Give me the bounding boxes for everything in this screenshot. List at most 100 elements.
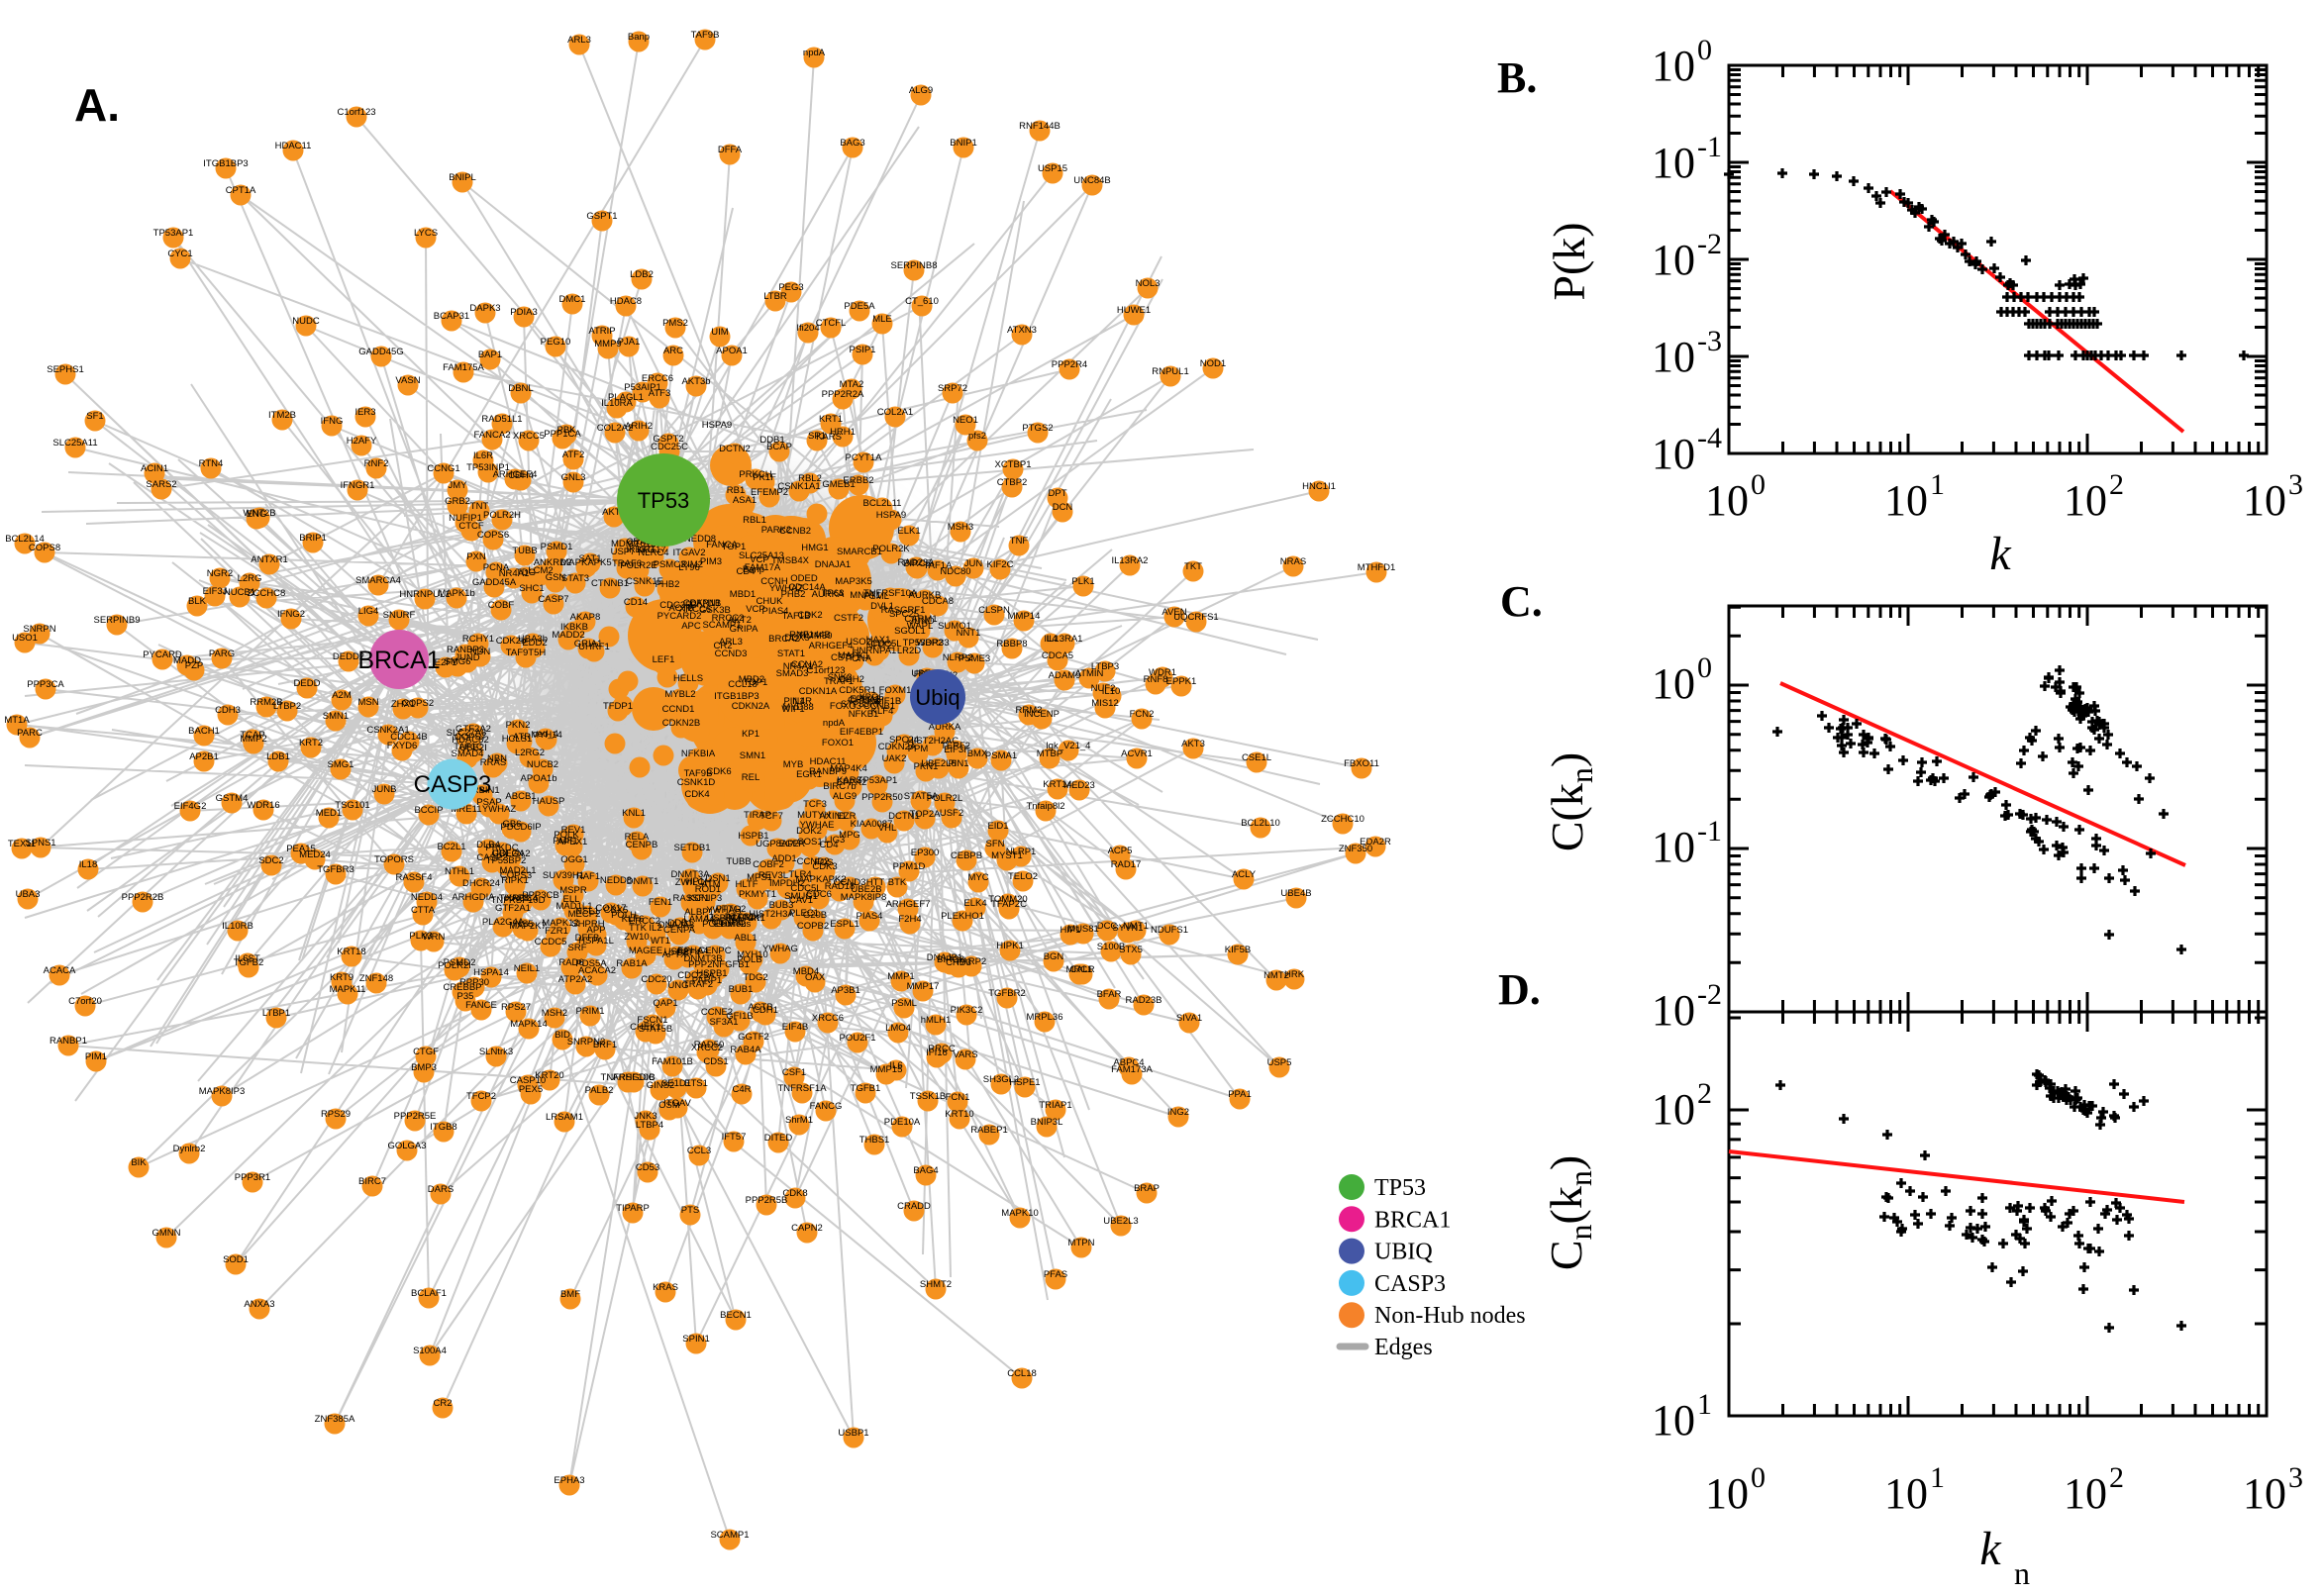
svg-text:ATRIP: ATRIP <box>588 326 615 337</box>
svg-text:MSH3: MSH3 <box>948 522 973 533</box>
svg-text:PIAS4: PIAS4 <box>857 911 883 922</box>
svg-text:AURKA: AURKA <box>929 722 961 733</box>
svg-text:ZW10: ZW10 <box>624 932 649 943</box>
svg-text:PDE5A: PDE5A <box>844 301 875 312</box>
svg-text:LTBP2: LTBP2 <box>273 701 301 712</box>
svg-text:KNL1: KNL1 <box>622 808 646 819</box>
svg-text:VCP: VCP <box>746 604 765 615</box>
svg-text:HNRNPUL1: HNRNPUL1 <box>399 589 450 600</box>
svg-text:MAPK11: MAPK11 <box>330 984 366 995</box>
svg-text:L2RG: L2RG <box>238 573 262 584</box>
svg-text:NEO1: NEO1 <box>953 415 978 426</box>
svg-text:IL6R: IL6R <box>473 450 493 461</box>
svg-text:IMPDH2: IMPDH2 <box>769 878 805 889</box>
svg-text:WRN: WRN <box>423 932 446 943</box>
svg-text:COPS6: COPS6 <box>477 530 509 541</box>
svg-text:RRCC: RRCC <box>928 1044 956 1054</box>
svg-text:KIF1B: KIF1B <box>875 696 901 707</box>
svg-text:EIF4B: EIF4B <box>782 1022 808 1033</box>
svg-text:POLB: POLB <box>737 954 761 965</box>
svg-text:IL6: IL6 <box>889 1060 902 1071</box>
svg-text:BIRC8: BIRC8 <box>937 954 964 965</box>
svg-text:UNG: UNG <box>667 980 688 991</box>
svg-text:INCENP: INCENP <box>1024 709 1060 720</box>
svg-text:GGTF2: GGTF2 <box>738 1032 769 1043</box>
svg-text:CBX5: CBX5 <box>604 905 629 916</box>
svg-text:HELLS: HELLS <box>673 673 703 684</box>
svg-text:BCL2L11: BCL2L11 <box>863 498 902 509</box>
svg-text:PHB2: PHB2 <box>656 579 680 590</box>
svg-text:PTS: PTS <box>681 1205 699 1216</box>
svg-text:PDE10A: PDE10A <box>884 1117 921 1128</box>
svg-text:10: 10 <box>1652 139 1695 187</box>
svg-text:HSPA9: HSPA9 <box>876 510 906 521</box>
svg-text:TP53: TP53 <box>638 488 690 513</box>
svg-text:CCND3: CCND3 <box>834 877 866 888</box>
svg-text:STAT5A: STAT5A <box>904 791 939 802</box>
svg-text:GSN: GSN <box>546 572 566 583</box>
svg-text:HNRNPA1: HNRNPA1 <box>853 646 897 656</box>
svg-text:BRCA1: BRCA1 <box>357 647 440 674</box>
svg-text:PEG3: PEG3 <box>778 282 803 293</box>
svg-text:MAPK1: MAPK1 <box>838 650 869 661</box>
svg-text:TOP2A: TOP2A <box>910 809 942 820</box>
svg-text:PPP2NFGFB1: PPP2NFGFB1 <box>688 959 750 970</box>
svg-text:BRAP: BRAP <box>1134 1183 1160 1194</box>
svg-text:DSN1: DSN1 <box>705 873 730 884</box>
svg-text:HRK: HRK <box>1284 969 1305 980</box>
svg-text:XRCC4: XRCC4 <box>506 893 538 904</box>
svg-text:EP300: EP300 <box>911 848 940 858</box>
svg-text:GTF2A2: GTF2A2 <box>455 724 491 735</box>
svg-text:10: 10 <box>1705 1469 1749 1518</box>
svg-text:YWHAE: YWHAE <box>800 820 835 831</box>
svg-text:TUBB: TUBB <box>512 546 537 556</box>
svg-text:KRT18: KRT18 <box>337 947 365 957</box>
svg-text:TRAF2: TRAF2 <box>683 979 713 990</box>
svg-text:CENPE: CENPE <box>712 917 745 928</box>
svg-text:Dynlrb2: Dynlrb2 <box>173 1144 206 1154</box>
svg-text:PEX5: PEX5 <box>519 1084 543 1095</box>
svg-text:IFT57: IFT57 <box>722 1132 747 1143</box>
svg-text:PSML: PSML <box>863 591 889 602</box>
svg-text:TSSK1B: TSSK1B <box>910 1091 946 1102</box>
svg-text:LTBP3: LTBP3 <box>1091 661 1119 672</box>
svg-text:TLR4: TLR4 <box>788 869 811 880</box>
svg-text:10: 10 <box>2064 476 2107 525</box>
svg-text:POLK: POLK <box>554 830 579 841</box>
svg-text:MAPKAPK2: MAPKAPK2 <box>795 874 846 885</box>
svg-text:HSPB1: HSPB1 <box>696 968 727 979</box>
svg-text:DEDD: DEDD <box>294 678 321 689</box>
svg-text:AVEN: AVEN <box>1162 607 1186 618</box>
svg-text:SRF: SRF <box>568 943 587 953</box>
svg-text:EPHA4: EPHA4 <box>677 946 708 956</box>
svg-text:PSIP1: PSIP1 <box>850 345 876 355</box>
svg-text:USF2: USF2 <box>940 808 963 819</box>
svg-text:EPPK2: EPPK2 <box>837 777 867 788</box>
svg-text:GINS2: GINS2 <box>647 1080 675 1091</box>
svg-text:UGP8AP2: UGP8AP2 <box>756 839 799 849</box>
svg-text:TIMM50: TIMM50 <box>798 631 833 642</box>
svg-text:REL: REL <box>742 772 759 783</box>
svg-text:SMAD3: SMAD3 <box>776 668 809 679</box>
svg-text:MAPKAPK5: MAPKAPK5 <box>560 557 611 568</box>
svg-text:MSH2: MSH2 <box>542 1008 567 1019</box>
svg-text:CCL18: CCL18 <box>1007 1368 1037 1379</box>
svg-text:AXIN1: AXIN1 <box>819 811 846 822</box>
svg-text:SMARCA4: SMARCA4 <box>355 575 401 586</box>
svg-text:POLH: POLH <box>611 910 637 921</box>
svg-text:PARC: PARC <box>17 728 43 739</box>
svg-text:PPP3R1: PPP3R1 <box>235 1172 270 1183</box>
svg-text:IL4: IL4 <box>1044 634 1057 645</box>
svg-text:ASA1: ASA1 <box>733 495 757 506</box>
svg-text:KRT1: KRT1 <box>819 414 843 425</box>
svg-text:MIS12: MIS12 <box>1091 698 1118 709</box>
svg-text:CDKN1B: CDKN1B <box>683 598 722 609</box>
svg-text:SERPINB8: SERPINB8 <box>891 260 938 271</box>
svg-text:IKBKG: IKBKG <box>626 545 655 555</box>
svg-text:LEF1: LEF1 <box>653 654 675 665</box>
svg-text:POLR2I: POLR2I <box>438 960 471 971</box>
svg-text:DNMT3A: DNMT3A <box>670 869 710 880</box>
svg-text:TGFB2: TGFB2 <box>234 957 264 968</box>
svg-text:APOA1b: APOA1b <box>521 773 557 784</box>
svg-text:COX17: COX17 <box>595 903 626 914</box>
